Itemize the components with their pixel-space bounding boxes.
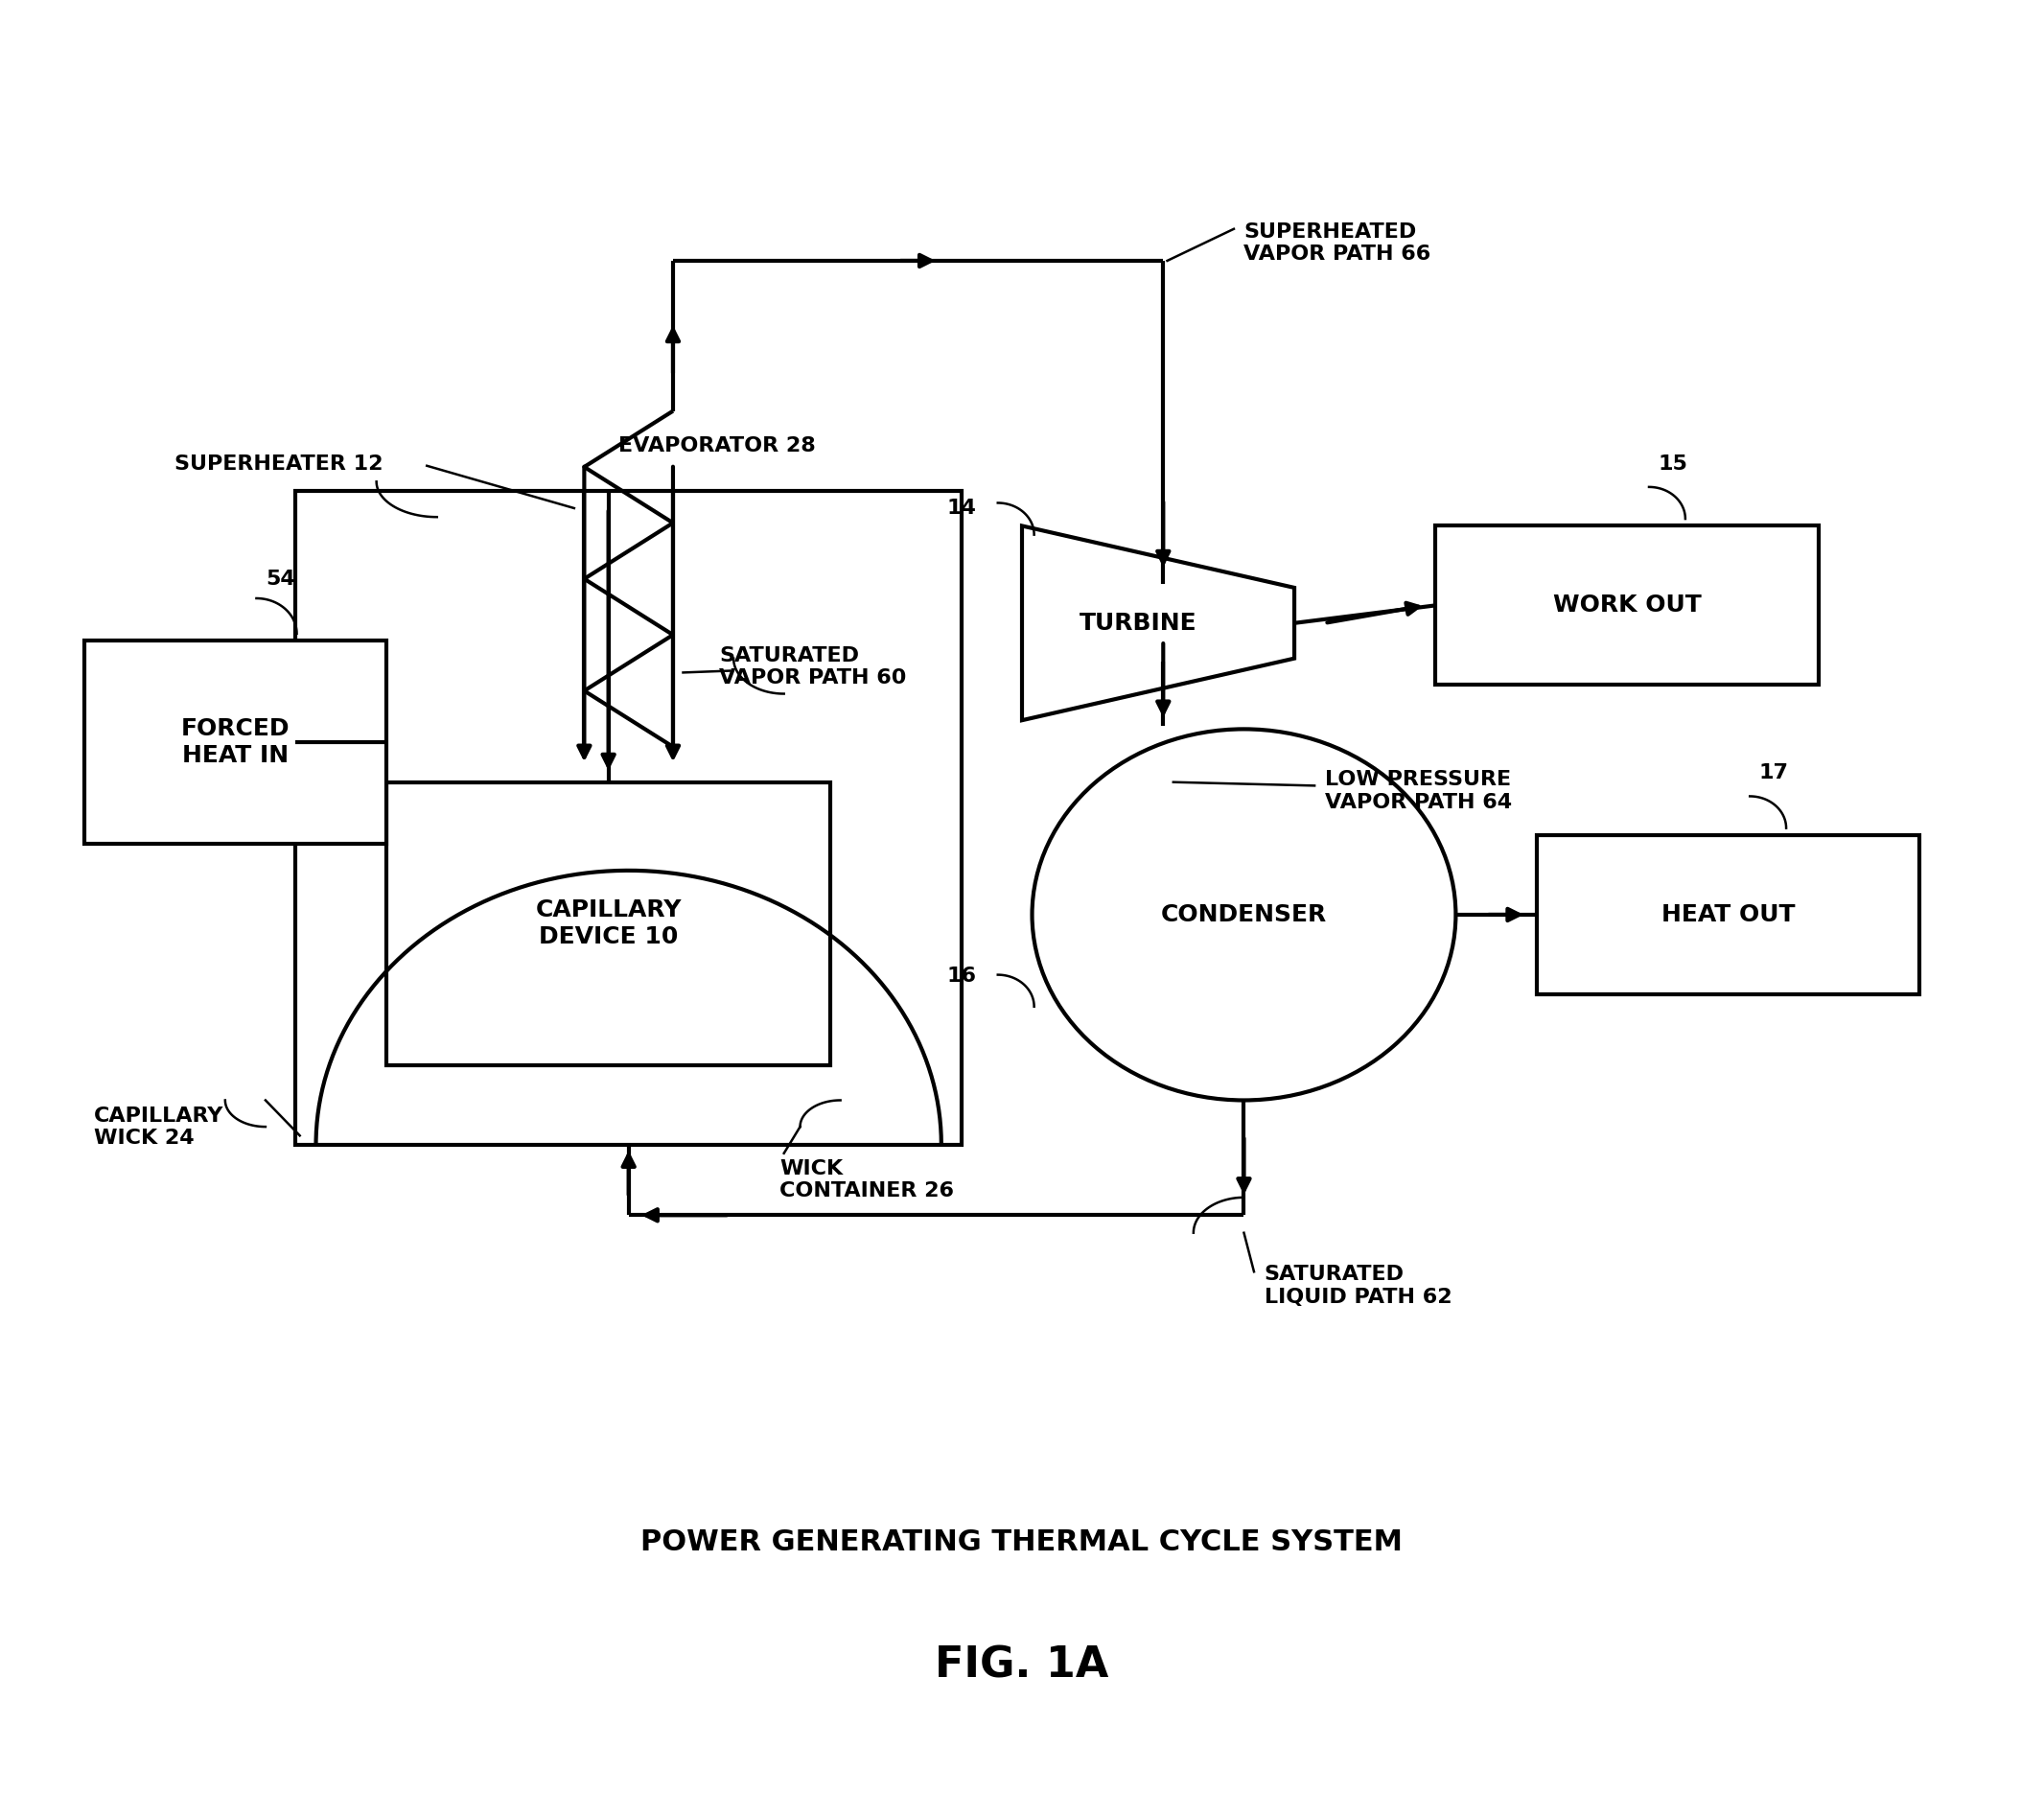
Polygon shape <box>1022 526 1294 719</box>
Bar <box>386 782 830 1066</box>
Text: TURBINE: TURBINE <box>1079 612 1198 635</box>
Bar <box>84 640 386 843</box>
Text: 16: 16 <box>946 967 977 987</box>
Text: WICK
CONTAINER 26: WICK CONTAINER 26 <box>781 1159 955 1200</box>
Text: SUPERHEATED
VAPOR PATH 66: SUPERHEATED VAPOR PATH 66 <box>1245 222 1431 264</box>
Text: CONDENSER: CONDENSER <box>1161 902 1327 926</box>
Text: 17: 17 <box>1760 764 1788 782</box>
Text: SATURATED
VAPOR PATH 60: SATURATED VAPOR PATH 60 <box>719 646 908 687</box>
Circle shape <box>1032 728 1455 1100</box>
Text: POWER GENERATING THERMAL CYCLE SYSTEM: POWER GENERATING THERMAL CYCLE SYSTEM <box>642 1528 1402 1555</box>
Bar <box>296 490 961 1145</box>
Text: 14: 14 <box>946 499 977 518</box>
Text: LOW PRESSURE
VAPOR PATH 64: LOW PRESSURE VAPOR PATH 64 <box>1325 770 1513 811</box>
Text: WORK OUT: WORK OUT <box>1553 594 1701 617</box>
Text: FORCED
HEAT IN: FORCED HEAT IN <box>180 718 290 768</box>
Text: HEAT OUT: HEAT OUT <box>1662 902 1795 926</box>
Bar <box>1435 526 1819 685</box>
Text: 54: 54 <box>266 569 294 588</box>
Text: CAPILLARY
DEVICE 10: CAPILLARY DEVICE 10 <box>536 899 681 949</box>
Bar <box>1537 836 1919 994</box>
Text: EVAPORATOR 28: EVAPORATOR 28 <box>619 436 816 456</box>
Text: FIG. 1A: FIG. 1A <box>934 1645 1110 1686</box>
Text: SATURATED
LIQUID PATH 62: SATURATED LIQUID PATH 62 <box>1263 1265 1451 1306</box>
Text: SUPERHEATER 12: SUPERHEATER 12 <box>174 454 382 474</box>
Text: CAPILLARY
WICK 24: CAPILLARY WICK 24 <box>94 1107 223 1148</box>
Text: 15: 15 <box>1658 454 1688 474</box>
